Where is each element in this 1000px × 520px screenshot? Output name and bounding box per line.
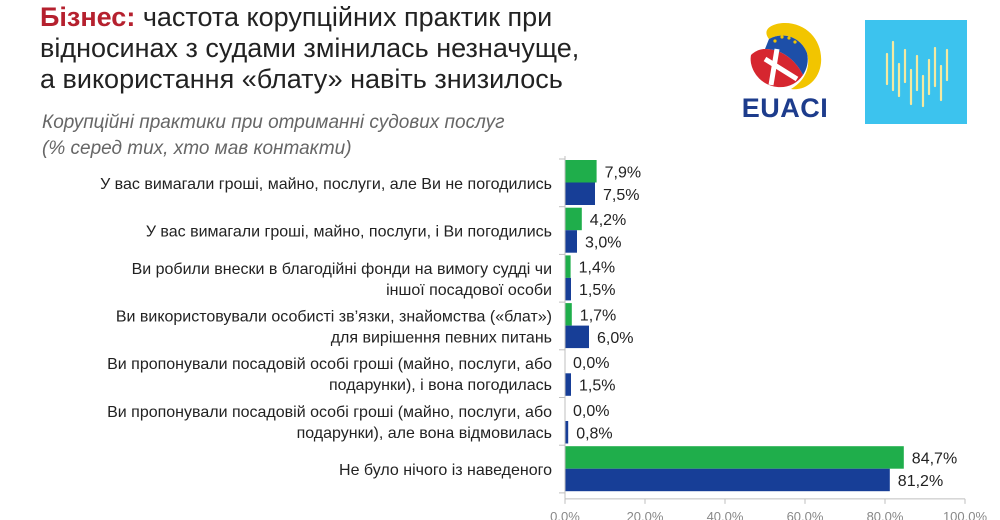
category-label: для вирішення певних питань (331, 329, 552, 346)
data-label: 1,5% (579, 378, 615, 395)
data-label: 0,0% (573, 355, 609, 372)
euaci-emblem-icon (750, 23, 822, 90)
partner-logo (865, 20, 967, 124)
data-label: 1,4% (579, 260, 615, 277)
category-label: У вас вимагали гроші, майно, послуги, і … (146, 224, 552, 241)
bar (565, 421, 569, 444)
data-label: 0,0% (573, 403, 609, 420)
chart-subtitle: Корупційні практики при отриманні судови… (42, 110, 562, 162)
x-tick-label: 0,0% (550, 509, 580, 520)
bar (565, 468, 890, 492)
data-label: 81,2% (898, 473, 943, 490)
category-label: Ви використовували особисті зв’язки, зна… (116, 308, 552, 325)
category-label: подарунки), але вона відмовилась (297, 425, 552, 442)
category-label: Не було нічого із наведеного (339, 462, 552, 479)
category-label: Ви пропонували посадовій особі гроші (ма… (107, 404, 552, 421)
category-label: подарунки), і вона погодилась (329, 377, 552, 394)
bar (565, 160, 597, 183)
bar-chart: 7,9% 7,5% У вас вимагали гроші, майно, пос… (100, 156, 988, 520)
category-label: Ви пропонували посадовій особі гроші (ма… (107, 356, 552, 373)
bar (565, 207, 582, 231)
data-label: 4,2% (590, 212, 626, 229)
category-label: У вас вимагали гроші, майно, послуги, ал… (100, 176, 552, 193)
chart-title-line: Корупційні практики при отриманні судови… (42, 112, 505, 133)
data-label: 6,0% (597, 330, 633, 347)
title-accent: Бізнес: (40, 2, 136, 32)
data-label: 7,9% (605, 164, 641, 181)
title-text: частота корупційних практик при відносин… (40, 2, 580, 94)
bar (565, 182, 595, 205)
x-tick-label: 60,0% (787, 509, 824, 520)
data-label: 84,7% (912, 450, 957, 467)
bar (565, 303, 572, 326)
x-tick-label: 100,0% (943, 509, 988, 520)
bar (565, 255, 571, 278)
data-label: 1,7% (580, 307, 616, 324)
bar (565, 373, 571, 396)
euaci-logo-text: EUACI (741, 93, 829, 123)
chart-subtitle-line: (% серед тих, хто мав контакти) (42, 138, 352, 159)
data-label: 1,5% (579, 282, 615, 299)
data-label: 3,0% (585, 234, 621, 251)
x-tick-label: 40,0% (707, 509, 744, 520)
page-title: Бізнес: частота корупційних практик при … (40, 2, 600, 95)
category-label: іншої посадової особи (386, 282, 552, 299)
bar (565, 446, 904, 469)
category-label: Ви робили внески в благодійні фонди на в… (132, 261, 552, 278)
x-tick-label: 80,0% (867, 509, 904, 520)
bars-waveform-icon (885, 40, 949, 108)
bar (565, 277, 571, 301)
bar (565, 325, 589, 349)
data-label: 7,5% (603, 187, 639, 204)
euaci-logo: EUACI (735, 15, 835, 125)
x-tick-label: 20,0% (627, 509, 664, 520)
data-label: 0,8% (576, 425, 612, 442)
bar (565, 230, 577, 253)
